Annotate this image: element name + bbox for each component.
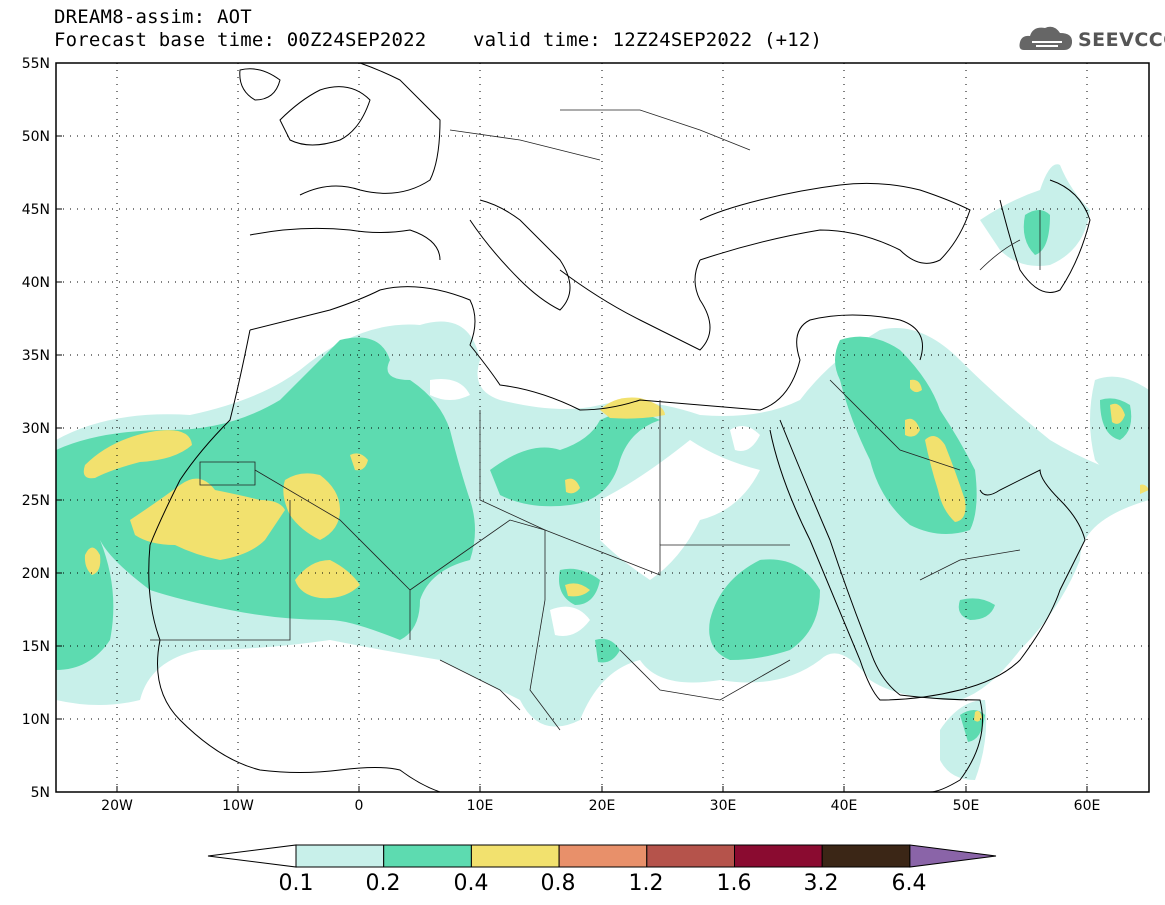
lat-label: 30N: [22, 421, 50, 437]
forecast-time-line: Forecast base time: 00Z24SEP2022 valid t…: [54, 29, 823, 51]
lon-label: 30E: [710, 798, 737, 814]
lat-label: 20N: [22, 566, 50, 582]
lat-label: 25N: [22, 493, 50, 509]
lat-label: 10N: [22, 712, 50, 728]
lat-label: 45N: [22, 202, 50, 218]
lat-label: 5N: [31, 785, 50, 801]
lat-label: 55N: [22, 56, 50, 72]
colorbar-under-arrow: [207, 844, 297, 868]
lon-label: 40E: [831, 798, 858, 814]
colorbar-label: 6.4: [892, 871, 927, 896]
colorbar-segment: [734, 844, 823, 868]
colorbar-label: 0.2: [366, 871, 401, 896]
lat-label: 40N: [22, 275, 50, 291]
coastlines: [148, 63, 1091, 792]
lat-label: 35N: [22, 348, 50, 364]
colorbar-label: 1.2: [629, 871, 664, 896]
colorbar-segment: [646, 844, 735, 868]
lon-label: 10E: [467, 798, 494, 814]
lat-label: 50N: [22, 129, 50, 145]
lat-label: 15N: [22, 639, 50, 655]
colorbar-label: 0.1: [279, 871, 314, 896]
map-title: DREAM8-assim: AOT: [54, 6, 252, 28]
axis-ticks: [56, 135, 1088, 792]
logo-text: SEEVCCC: [1078, 29, 1165, 51]
colorbar-label: 3.2: [804, 871, 839, 896]
colorbar-segment: [821, 844, 911, 868]
aot-field: [56, 164, 1149, 780]
colorbar-label: 0.4: [454, 871, 489, 896]
colorbar: [207, 844, 997, 868]
lon-label: 10W: [222, 798, 254, 814]
colorbar-segment: [383, 844, 472, 868]
colorbar-segment: [470, 844, 560, 868]
lon-label: 60E: [1074, 798, 1101, 814]
lon-label: 50E: [953, 798, 980, 814]
lon-label: 20W: [101, 798, 133, 814]
colorbar-segment: [558, 844, 648, 868]
colorbar-label: 1.6: [717, 871, 752, 896]
cloud-icon: [1019, 26, 1073, 50]
lon-label: 0: [355, 798, 364, 814]
lon-label: 20E: [589, 798, 616, 814]
country-borders: [150, 109, 1041, 731]
colorbar-segment: [295, 844, 385, 868]
colorbar-over-arrow: [909, 844, 997, 868]
colorbar-label: 0.8: [541, 871, 576, 896]
